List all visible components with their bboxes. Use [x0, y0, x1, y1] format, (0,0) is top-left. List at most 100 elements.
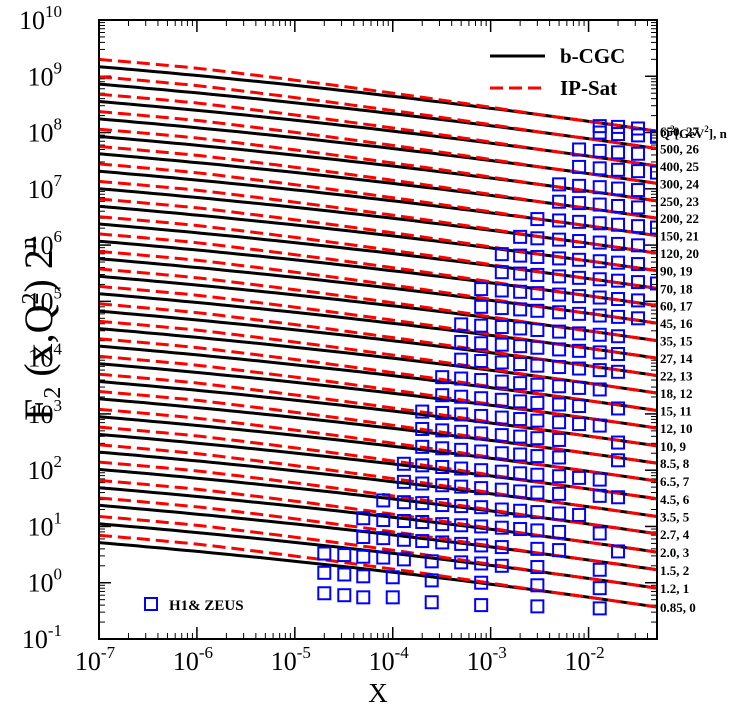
- data-point-marker: [611, 127, 626, 142]
- data-point-marker: [530, 286, 545, 301]
- y-tick-label: 107: [28, 171, 63, 204]
- data-point-marker: [572, 178, 587, 193]
- x-tick-label: 10-6: [173, 643, 213, 676]
- data-point-marker: [317, 586, 332, 601]
- data-point-marker: [454, 555, 469, 570]
- data-point-marker: [592, 143, 607, 158]
- data-point-marker: [572, 470, 587, 485]
- data-point-marker: [513, 429, 528, 444]
- data-point-marker: [552, 543, 567, 558]
- data-point-marker: [592, 235, 607, 250]
- data-point-marker: [611, 162, 626, 177]
- data-point-marker: [552, 251, 567, 266]
- data-point-marker: [592, 581, 607, 596]
- data-point-marker: [454, 442, 469, 457]
- data-point-marker: [513, 302, 528, 317]
- data-point-marker: [454, 407, 469, 422]
- ipsat-curve-14: [99, 284, 657, 360]
- data-point-marker: [356, 590, 371, 605]
- data-point-marker: [611, 347, 626, 362]
- y-tick-label: 1010: [19, 2, 62, 35]
- data-point-marker: [611, 217, 626, 232]
- data-point-marker: [552, 360, 567, 375]
- data-point-marker: [611, 145, 626, 160]
- data-point-marker: [552, 506, 567, 521]
- data-point-marker: [396, 532, 411, 547]
- ipsat-curve-20: [99, 179, 657, 255]
- data-point-marker: [474, 556, 489, 571]
- data-point-marker: [530, 467, 545, 482]
- data-point-marker: [611, 273, 626, 288]
- data-point-marker: [337, 567, 352, 582]
- data-point-marker: [611, 255, 626, 270]
- data-point-marker: [592, 562, 607, 577]
- data-point-marker: [494, 410, 509, 425]
- series-label-24: 300, 24: [660, 176, 700, 191]
- data-point-marker: [592, 526, 607, 541]
- series-label-18: 70, 18: [660, 281, 693, 296]
- data-point-marker: [513, 466, 528, 481]
- data-point-marker: [474, 519, 489, 534]
- data-point-marker: [552, 486, 567, 501]
- data-point-marker: [530, 541, 545, 556]
- series-label-0: 0.85, 0: [660, 600, 696, 615]
- legend: b-CGC IP-Sat: [490, 44, 625, 100]
- data-point-marker: [572, 399, 587, 414]
- data-point-marker: [530, 267, 545, 282]
- data-point-marker: [611, 490, 626, 505]
- series-label-12: 18, 12: [660, 386, 693, 401]
- data-point-marker: [530, 395, 545, 410]
- data-point-marker: [415, 496, 430, 511]
- data-point-marker: [572, 196, 587, 211]
- data-point-marker: [415, 421, 430, 436]
- data-point-marker: [552, 397, 567, 412]
- data-point-marker: [631, 238, 646, 253]
- ipsat-curve-27: [99, 57, 657, 133]
- series-label-13: 22, 13: [660, 369, 693, 384]
- data-point-marker: [572, 214, 587, 229]
- data-point-marker: [376, 493, 391, 508]
- data-point-marker: [592, 418, 607, 433]
- series-label-21: 150, 21: [660, 229, 699, 244]
- series-label-23: 250, 23: [660, 194, 700, 209]
- data-point-marker: [530, 560, 545, 575]
- data-point-marker: [572, 507, 587, 522]
- data-point-marker: [474, 408, 489, 423]
- data-point-marker: [611, 181, 626, 196]
- data-point-marker: [474, 354, 489, 369]
- data-point-marker: [631, 275, 646, 290]
- data-point-marker: [592, 345, 607, 360]
- data-point-marker: [474, 336, 489, 351]
- data-point-marker: [572, 343, 587, 358]
- data-point-marker: [424, 595, 439, 610]
- series-label-27: 650, 27: [660, 124, 700, 139]
- data-point-marker: [552, 432, 567, 447]
- data-point-marker: [552, 269, 567, 284]
- data-point-marker: [415, 476, 430, 491]
- data-point-marker: [592, 119, 607, 134]
- data-point-marker: [454, 424, 469, 439]
- data-point-marker: [513, 376, 528, 391]
- data-point-marker: [592, 161, 607, 176]
- data-point-marker: [592, 327, 607, 342]
- data-point-marker: [396, 495, 411, 510]
- data-point-marker: [572, 270, 587, 285]
- x-tick-label: 10-2: [564, 643, 604, 676]
- data-point-marker: [474, 299, 489, 314]
- data-point-marker: [435, 478, 450, 493]
- data-point-marker: [631, 146, 646, 161]
- plot-frame: [98, 19, 658, 640]
- data-point-marker: [611, 401, 626, 416]
- data-point-marker: [592, 488, 607, 503]
- data-point-marker: [474, 373, 489, 388]
- y-tick-label: 105: [28, 283, 63, 316]
- series-label-8: 8.5, 8: [660, 456, 690, 471]
- data-point-marker: [454, 389, 469, 404]
- data-point-marker: [530, 413, 545, 428]
- data-point-marker: [611, 435, 626, 450]
- data-point-marker: [611, 236, 626, 251]
- data-point-marker: [572, 142, 587, 157]
- data-point-marker: [592, 382, 607, 397]
- data-point-marker: [530, 431, 545, 446]
- data-point-marker: [424, 573, 439, 588]
